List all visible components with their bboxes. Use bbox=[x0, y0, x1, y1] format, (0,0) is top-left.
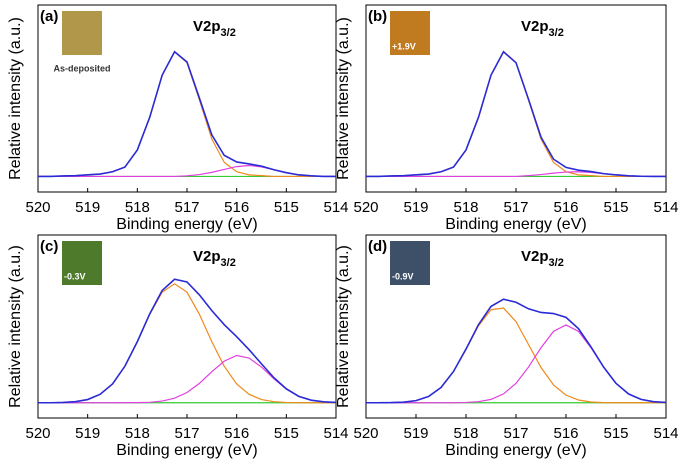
x-tick-label: 517 bbox=[174, 425, 199, 442]
x-tick-label: 519 bbox=[75, 425, 100, 442]
panel-title: V2p3/2 bbox=[193, 18, 236, 39]
x-axis-label: Binding energy (eV) bbox=[445, 216, 586, 233]
x-tick-label: 515 bbox=[603, 425, 628, 442]
panel-title: V2p3/2 bbox=[521, 248, 564, 269]
x-tick-label: 514 bbox=[323, 199, 348, 216]
inset-label: -0.3V bbox=[64, 271, 86, 281]
x-axis-label: Binding energy (eV) bbox=[116, 442, 257, 459]
x-tick-label: 514 bbox=[323, 425, 348, 442]
title-main: V2p bbox=[521, 18, 549, 35]
title-main: V2p bbox=[521, 248, 549, 265]
x-tick-label: 519 bbox=[403, 199, 428, 216]
x-tick-label: 517 bbox=[503, 199, 528, 216]
y-axis-label: Relative intensity (a.u.) bbox=[7, 245, 24, 408]
panel-title: V2p3/2 bbox=[521, 18, 564, 39]
x-axis-label: Binding energy (eV) bbox=[445, 442, 586, 459]
panel-label: (c) bbox=[40, 238, 58, 255]
inset-image bbox=[390, 241, 430, 285]
y-axis-label: Relative intensity (a.u.) bbox=[335, 245, 352, 408]
title-subscript: 3/2 bbox=[549, 257, 564, 269]
x-tick-label: 520 bbox=[25, 199, 50, 216]
title-main: V2p bbox=[193, 18, 221, 35]
spectrum-line bbox=[366, 50, 666, 178]
x-tick-label: 516 bbox=[553, 425, 578, 442]
inset-image bbox=[62, 241, 102, 285]
x-tick-label: 518 bbox=[125, 425, 150, 442]
x-tick-label: 514 bbox=[653, 425, 678, 442]
spectrum-line bbox=[38, 354, 337, 404]
x-tick-label: 519 bbox=[75, 199, 100, 216]
x-tick-label: 516 bbox=[224, 425, 249, 442]
x-tick-label: 519 bbox=[403, 425, 428, 442]
x-tick-label: 516 bbox=[553, 199, 578, 216]
spectrum-line bbox=[38, 50, 336, 178]
panel-label: (b) bbox=[368, 8, 387, 25]
title-main: V2p bbox=[193, 248, 221, 265]
x-tick-label: 520 bbox=[353, 425, 378, 442]
inset-label: As-deposited bbox=[53, 63, 110, 73]
y-axis-label: Relative intensity (a.u.) bbox=[335, 17, 352, 180]
x-tick-label: 516 bbox=[224, 199, 249, 216]
x-tick-label: 515 bbox=[274, 425, 299, 442]
x-tick-label: 515 bbox=[603, 199, 628, 216]
panel-label: (d) bbox=[368, 238, 387, 255]
inset-image bbox=[390, 11, 430, 55]
inset-label: -0.9V bbox=[392, 271, 414, 281]
spectrum-line bbox=[38, 283, 336, 404]
x-tick-label: 520 bbox=[25, 425, 50, 442]
x-axis-label: Binding energy (eV) bbox=[116, 216, 257, 233]
panel-label: (a) bbox=[40, 8, 58, 25]
title-subscript: 3/2 bbox=[549, 27, 564, 39]
x-tick-label: 518 bbox=[453, 425, 478, 442]
inset-label: +1.9V bbox=[392, 41, 416, 51]
panel-title: V2p3/2 bbox=[193, 248, 236, 269]
x-tick-label: 515 bbox=[274, 199, 299, 216]
inset-image bbox=[62, 11, 102, 55]
x-tick-label: 514 bbox=[653, 199, 678, 216]
y-axis-label: Relative intensity (a.u.) bbox=[7, 17, 24, 180]
title-subscript: 3/2 bbox=[221, 257, 236, 269]
x-tick-label: 518 bbox=[453, 199, 478, 216]
x-tick-label: 517 bbox=[503, 425, 528, 442]
spectrum-line bbox=[366, 298, 667, 404]
x-tick-label: 517 bbox=[174, 199, 199, 216]
x-tick-label: 520 bbox=[353, 199, 378, 216]
spectrum-line bbox=[366, 50, 666, 178]
x-tick-label: 518 bbox=[125, 199, 150, 216]
spectrum-line bbox=[38, 278, 337, 404]
title-subscript: 3/2 bbox=[221, 27, 236, 39]
spectrum-line bbox=[366, 324, 667, 404]
